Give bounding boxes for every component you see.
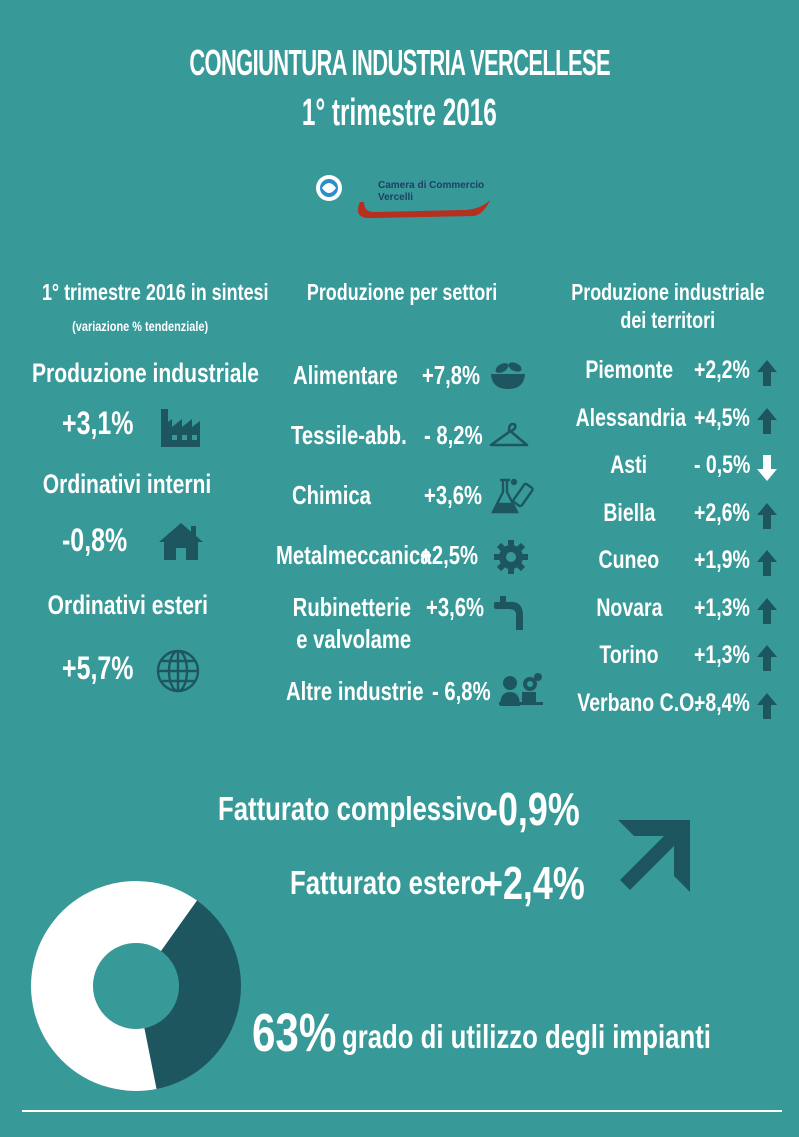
page-subtitle: 1° trimestre 2016: [302, 92, 497, 134]
summary-value-foreign-orders: +5,7%: [62, 650, 134, 686]
sector-label-chemical: Chimica: [292, 480, 371, 510]
diagonal-up-arrow-icon: [614, 804, 706, 901]
arrow-up-icon: [756, 691, 778, 726]
territory-value: +2,2%: [694, 356, 750, 384]
utilization-label: grado di utilizzo degli impianti: [342, 1018, 711, 1055]
summary-label-foreign-orders: Ordinativi esteri: [47, 590, 208, 620]
sector-label-metal: Metalmeccanica: [276, 540, 432, 570]
revenue-total-label: Fatturato complessivo: [218, 790, 493, 827]
summary-label-production: Produzione industriale: [32, 358, 260, 388]
food-bowl-icon: [488, 358, 528, 397]
territory-label: Asti: [610, 451, 648, 479]
bottom-divider: [22, 1110, 782, 1112]
territory-label: Torino: [599, 641, 659, 669]
sector-label-textile: Tessile-abb.: [291, 420, 407, 450]
hanger-icon: [488, 420, 530, 455]
summary-value-internal-orders: -0,8%: [62, 522, 128, 558]
svg-text:Camera di Commercio: Camera di Commercio: [378, 180, 484, 191]
faucet-icon: [492, 592, 528, 637]
arrow-down-icon: [756, 453, 778, 488]
territory-value: +1,3%: [694, 593, 750, 622]
revenue-foreign-label: Fatturato estero: [290, 864, 486, 901]
territory-value: +2,6%: [694, 498, 750, 527]
territory-label: Cuneo: [598, 546, 660, 574]
territory-value: +1,3%: [694, 641, 750, 669]
sector-value-other: - 6,8%: [432, 676, 491, 706]
territory-label: Alessandria: [575, 403, 687, 432]
revenue-total-value: -0,9%: [486, 783, 580, 835]
chamber-of-commerce-logo: Camera di Commercio Vercelli: [312, 172, 492, 227]
arrow-up-icon: [756, 596, 778, 631]
sector-value-food: +7,8%: [422, 360, 481, 390]
utilization-donut-arc: [31, 881, 197, 1091]
arrow-up-icon: [756, 548, 778, 583]
sector-value-chemical: +3,6%: [424, 480, 483, 510]
worker-gears-icon: [498, 672, 544, 713]
arrow-up-icon: [756, 358, 778, 393]
gear-icon: [492, 538, 530, 581]
sector-label-other: Altre industrie: [286, 676, 424, 706]
territory-label: Piemonte: [585, 356, 673, 384]
territory-value: +1,9%: [694, 546, 750, 574]
sector-value-metal: +2,5%: [420, 540, 479, 570]
home-icon: [156, 520, 206, 567]
territories-heading-line1: Produzione industriale: [570, 279, 765, 305]
sector-label-valves-line2: e valvolame: [296, 624, 412, 654]
arrow-up-icon: [756, 501, 778, 536]
sectors-heading: Produzione per settori: [307, 279, 498, 305]
flask-icon: [490, 476, 536, 521]
sector-value-valves: +3,6%: [426, 592, 485, 622]
page-title: CONGIUNTURA INDUSTRIA VERCELLESE: [189, 42, 610, 83]
territory-value: +8,4%: [694, 688, 750, 717]
sector-label-valves-line1: Rubinetterie: [292, 592, 412, 622]
territories-heading-line2: dei territori: [620, 307, 715, 333]
factory-icon: [158, 405, 202, 454]
sector-label-food: Alimentare: [293, 360, 398, 390]
arrow-up-icon: [756, 643, 778, 678]
territory-label: Biella: [602, 498, 656, 527]
summary-label-internal-orders: Ordinativi interni: [43, 469, 212, 499]
sector-value-textile: - 8,2%: [424, 420, 483, 450]
territory-value: - 0,5%: [694, 451, 751, 479]
summary-subheading: (variazione % tendenziale): [72, 318, 208, 334]
utilization-value: 63%: [252, 1003, 337, 1063]
territory-value: +4,5%: [694, 403, 750, 432]
revenue-foreign-value: +2,4%: [482, 857, 585, 909]
utilization-donut-chart: [30, 880, 242, 1097]
arrow-up-icon: [756, 406, 778, 441]
territory-label: Verbano C.O.: [577, 688, 700, 717]
summary-value-production: +3,1%: [62, 405, 134, 441]
summary-heading: 1° trimestre 2016 in sintesi: [41, 279, 269, 305]
territory-label: Novara: [595, 593, 663, 622]
svg-text:Vercelli: Vercelli: [378, 192, 413, 203]
globe-icon: [155, 648, 201, 699]
